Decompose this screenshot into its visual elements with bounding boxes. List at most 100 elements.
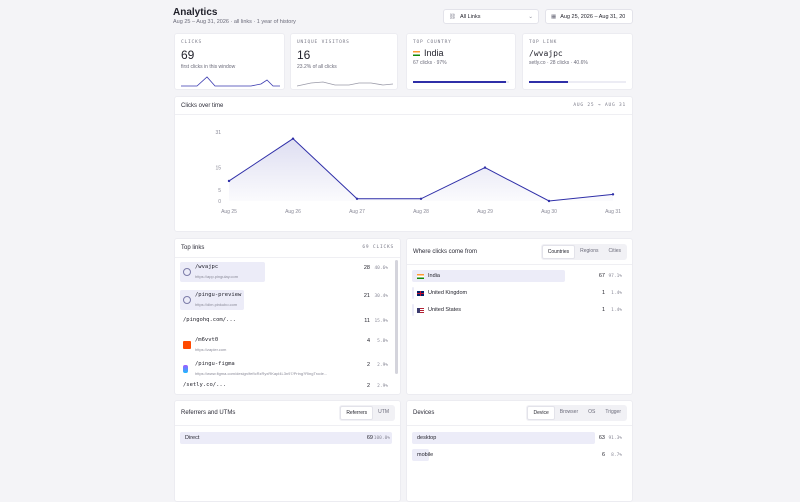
tab-os[interactable]: OS	[588, 409, 596, 415]
top-link-url: https://dim.pinkubo.com	[195, 302, 238, 307]
data-point[interactable]	[483, 166, 487, 169]
top-link-name: /setly.co/...	[183, 382, 227, 388]
country-progress-fill	[413, 81, 507, 83]
where-row[interactable]: India 67 97.1%	[412, 270, 627, 282]
x-tick-label: Aug 30	[541, 209, 557, 215]
referrers-row[interactable]: Direct 69 100.0%	[180, 432, 395, 444]
link-value: /wvajpc	[529, 49, 563, 58]
india-flag-icon	[417, 273, 424, 279]
top-links-card: Top links 69 CLICKS /wvajpc https://app.p…	[174, 238, 401, 395]
top-link-row[interactable]: /pingu-figma https://www.figma.com/design…	[180, 359, 364, 379]
top-link-pct: 40.6%	[374, 266, 388, 271]
country-stat-card: TOP COUNTRY India 67 clicks · 97%	[406, 33, 516, 90]
link-progress-track	[529, 81, 626, 83]
where-label-wrap: United States	[412, 307, 461, 313]
top-link-count: 2	[366, 383, 370, 389]
data-point[interactable]	[547, 199, 551, 203]
where-row[interactable]: United States 1 1.4%	[412, 304, 627, 316]
tab-trigger[interactable]: Trigger	[605, 409, 621, 415]
tab-countries[interactable]: Countries	[541, 245, 576, 259]
tab-regions[interactable]: Regions	[580, 248, 599, 254]
devices-row[interactable]: mobile 6 8.7%	[412, 449, 627, 461]
top-link-url: https://www.figma.com/design/fefIcRzRyxR…	[195, 371, 328, 376]
uk-flag-icon	[417, 290, 424, 296]
top-links-title: Top links	[181, 245, 205, 251]
devices-share-bar	[412, 449, 430, 461]
top-link-row[interactable]: /pingu-preview https://dim.pinkubo.com	[180, 290, 364, 310]
top-link-pct: 15.9%	[374, 319, 388, 324]
tab-referrers[interactable]: Referrers	[340, 406, 374, 420]
where-name: United States	[428, 307, 462, 313]
referrers-card: Referrers and UTMs Referrers UTM Direct 6…	[174, 400, 401, 502]
devices-row[interactable]: desktop 63 91.3%	[412, 432, 627, 444]
top-link-count: 21	[363, 293, 370, 299]
india-flag-icon	[413, 51, 420, 57]
data-point[interactable]	[611, 193, 615, 196]
where-pct: 1.4%	[611, 290, 622, 296]
divider	[175, 257, 400, 258]
link-stat-card: TOP LINK /wvajpc setly.co · 28 clicks · …	[522, 33, 633, 90]
top-link-url: https://zapier.com	[195, 347, 227, 352]
top-link-pct: 30.4%	[374, 294, 388, 299]
referrers-name: Direct	[185, 435, 200, 441]
link-sub: setly.co · 28 clicks · 40.6%	[529, 60, 588, 66]
visitors-sub: 23.2% of all clicks	[297, 64, 337, 70]
top-link-count: 2	[366, 362, 370, 368]
clicks-value: 69	[181, 48, 195, 62]
area-fill	[229, 138, 613, 201]
link-filter-select[interactable]: ⛓ All Links ⌄	[443, 9, 539, 24]
top-link-count: 4	[366, 338, 370, 344]
tab-device[interactable]: Device	[527, 406, 555, 420]
where-tabs: Countries Regions Cities	[540, 244, 627, 260]
top-link-name: /pingu-figma	[195, 361, 235, 367]
data-point[interactable]	[355, 197, 359, 200]
devices-pct: 91.3%	[608, 435, 622, 441]
top-link-pct: 2.9%	[377, 363, 388, 368]
devices-pct: 8.7%	[611, 452, 622, 458]
data-point[interactable]	[419, 197, 423, 200]
x-tick-label: Aug 29	[477, 209, 493, 215]
clicks-sparkline	[181, 76, 280, 87]
chevron-down-icon: ⌄	[528, 13, 533, 20]
top-link-row[interactable]: /wvajpc https://app.pingulay.com	[180, 262, 364, 282]
where-card: Where clicks come from Countries Regions…	[406, 238, 633, 395]
figma-icon	[183, 365, 188, 373]
referrers-title: Referrers and UTMs	[181, 410, 236, 416]
where-count: 1	[601, 307, 605, 313]
referrers-tabs: Referrers UTM	[339, 405, 395, 421]
tab-utm[interactable]: UTM	[378, 409, 389, 415]
top-links-scrollbar[interactable]	[395, 260, 398, 374]
globe-icon	[183, 268, 191, 276]
referrers-label-wrap: Direct	[180, 435, 199, 441]
where-name: United Kingdom	[428, 290, 468, 296]
country-label: TOP COUNTRY	[413, 40, 452, 45]
tab-browser[interactable]: Browser	[559, 409, 579, 415]
devices-name: desktop	[417, 435, 437, 441]
data-point[interactable]	[227, 179, 231, 183]
devices-tabs: Device Browser OS Trigger	[526, 405, 627, 421]
link-filter-value: All Links	[459, 13, 481, 20]
divider	[175, 425, 400, 426]
globe-icon	[183, 296, 191, 304]
top-links-total: 69 CLICKS	[362, 245, 394, 250]
y-tick-label: 5	[218, 188, 221, 194]
date-range-picker[interactable]: ▦ Aug 25, 2026 – Aug 31, 20	[545, 9, 633, 24]
country-value: India	[424, 48, 444, 58]
top-link-row[interactable]: /m6vvt0 https://zapier.com	[180, 335, 364, 355]
devices-label-wrap: desktop	[412, 435, 436, 441]
data-point[interactable]	[291, 137, 295, 140]
top-link-row[interactable]: /pingohq.com/...	[180, 315, 364, 327]
clicks-label: CLICKS	[181, 40, 203, 45]
top-link-share-bar	[180, 262, 266, 282]
country-value-wrap: India	[413, 48, 509, 58]
top-link-row[interactable]: /setly.co/...	[180, 380, 364, 392]
calendar-icon: ▦	[551, 13, 557, 20]
clicks-chart: 0 5 15 31 Aug 25 Aug 26 Aug 27 Aug 28 Aug 29 Aug …	[215, 130, 621, 215]
where-share-bar	[412, 287, 415, 299]
page-subtitle: Aug 25 – Aug 31, 2026 · all links · 1 ye…	[173, 19, 296, 25]
divider	[407, 264, 632, 265]
tab-cities[interactable]: Cities	[608, 248, 621, 254]
where-row[interactable]: United Kingdom 1 1.4%	[412, 287, 627, 299]
divider	[175, 114, 632, 115]
visitors-stat-card: UNIQUE VISITORS 16 23.2% of all clicks	[290, 33, 398, 90]
